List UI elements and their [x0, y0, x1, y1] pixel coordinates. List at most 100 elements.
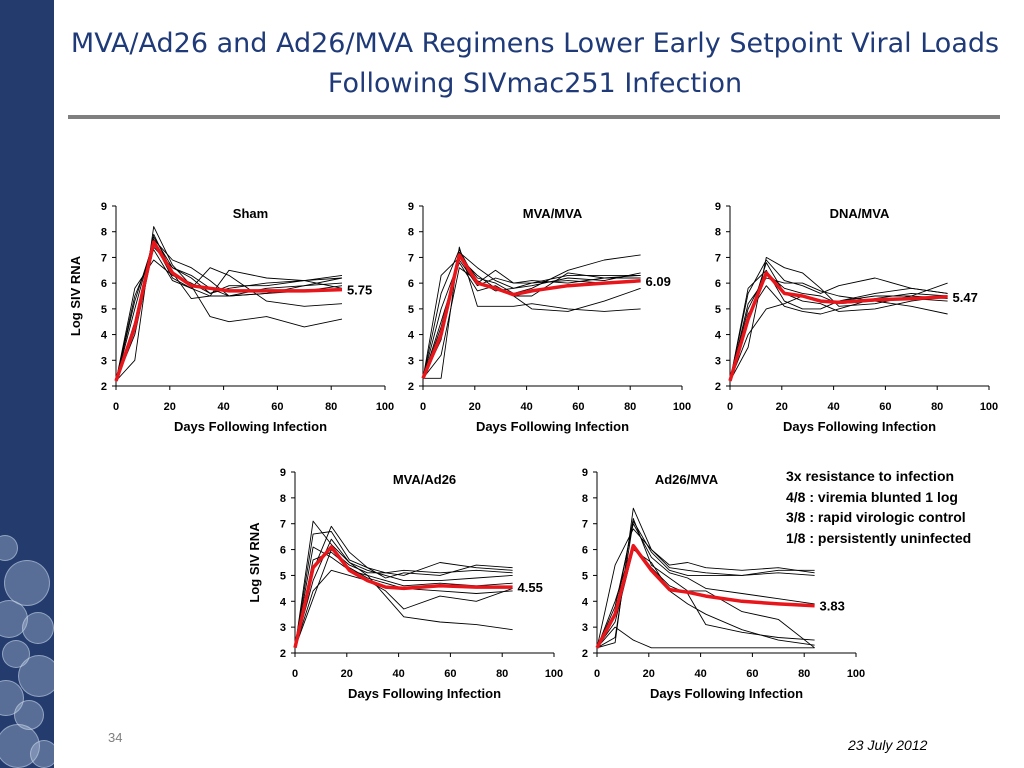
y-tick-label: 5 [408, 304, 414, 316]
y-tick-label: 4 [280, 596, 287, 608]
x-tick-label: 100 [376, 401, 394, 413]
chart-panel-mva-ad26: 2 3 4 5 6 7 8 9 0 20 40 60 80 100 4.55 MVA/Ad26 Days Fol… [238, 462, 578, 707]
x-tick-label: 20 [643, 668, 655, 680]
animal-series-line [596, 626, 815, 649]
x-tick-label: 0 [727, 401, 733, 413]
x-tick-label: 40 [392, 668, 404, 680]
chart-title: Sham [233, 206, 268, 221]
animal-series-line [115, 259, 343, 381]
note-line: 4/8 : viremia blunted 1 log [786, 488, 958, 505]
x-axis-label: Days Following Infection [476, 419, 629, 434]
animal-series-line [115, 226, 343, 382]
x-tick-label: 80 [624, 401, 636, 413]
y-tick-label: 5 [101, 304, 107, 316]
results-notes: 3x resistance to infection 4/8 : viremia… [786, 466, 971, 548]
slide-title: MVA/Ad26 and Ad26/MVA Regimens Lower Ear… [70, 28, 1000, 99]
x-tick-label: 20 [776, 401, 788, 413]
y-tick-label: 8 [280, 493, 286, 505]
x-tick-label: 0 [113, 401, 119, 413]
mean-series-line [595, 543, 815, 649]
animal-series-line [422, 259, 641, 379]
x-tick-label: 60 [879, 401, 891, 413]
x-tick-label: 100 [673, 401, 691, 413]
y-tick-label: 5 [715, 304, 721, 316]
y-tick-label: 4 [101, 330, 108, 342]
x-tick-label: 80 [931, 401, 943, 413]
y-axis-label: Log SIV RNA [247, 522, 262, 603]
x-axis-label: Days Following Infection [174, 419, 327, 434]
x-tick-label: 60 [271, 401, 283, 413]
x-tick-label: 60 [572, 401, 584, 413]
endpoint-value-label: 4.55 [518, 580, 543, 595]
endpoint-value-label: 3.83 [820, 599, 845, 614]
x-tick-label: 80 [325, 401, 337, 413]
chart-svg: 2 3 4 5 6 7 8 9 0 20 40 60 80 100 6.09 MVA/MVA Days Foll… [408, 201, 691, 434]
animal-series-line [596, 507, 815, 649]
chart-title: MVA/MVA [523, 206, 583, 221]
y-tick-label: 4 [408, 330, 415, 342]
x-tick-label: 40 [694, 668, 706, 680]
bubble-decoration [18, 655, 54, 697]
x-tick-label: 0 [594, 668, 600, 680]
bubble-decoration [22, 612, 54, 644]
bubble-decoration [4, 560, 50, 606]
y-tick-label: 2 [408, 381, 414, 393]
x-tick-label: 40 [827, 401, 839, 413]
chart-svg: 2 3 4 5 6 7 8 9 0 20 40 60 80 100 3.83 Ad26/MVA Days Fol… [582, 467, 865, 701]
x-tick-label: 80 [496, 668, 508, 680]
chart-title: DNA/MVA [830, 206, 890, 221]
x-axis-label: Days Following Infection [650, 686, 803, 701]
y-tick-label: 6 [280, 545, 286, 557]
mean-series-line [114, 240, 343, 382]
y-tick-label: 7 [101, 252, 107, 264]
endpoint-value-label: 5.75 [347, 283, 372, 298]
note-line: 3x resistance to infection [786, 468, 955, 484]
animal-series-line [729, 269, 948, 381]
mean-series-line [293, 545, 513, 649]
x-tick-label: 0 [292, 668, 298, 680]
chart-panel-ad26-mva: 2 3 4 5 6 7 8 9 0 20 40 60 80 100 3.83 Ad26/MVA Days Fol… [540, 462, 880, 707]
y-tick-label: 2 [582, 648, 588, 660]
x-tick-label: 20 [341, 668, 353, 680]
x-tick-label: 40 [520, 401, 532, 413]
animal-series-line [729, 259, 948, 381]
y-tick-label: 8 [408, 227, 414, 239]
y-tick-label: 9 [715, 201, 721, 213]
x-tick-label: 80 [798, 668, 810, 680]
endpoint-value-label: 6.09 [646, 274, 671, 289]
y-tick-label: 3 [408, 355, 414, 367]
y-tick-label: 5 [582, 570, 588, 582]
y-tick-label: 7 [280, 519, 286, 531]
animal-series-line [596, 523, 815, 648]
x-tick-label: 40 [217, 401, 229, 413]
y-tick-label: 9 [101, 201, 107, 213]
x-axis-label: Days Following Infection [348, 686, 501, 701]
y-tick-label: 6 [101, 278, 107, 290]
slide-date: 23 July 2012 [848, 737, 928, 753]
animal-series-line [596, 518, 815, 649]
y-tick-label: 3 [280, 622, 286, 634]
y-tick-label: 6 [408, 278, 414, 290]
mean-series-line [421, 253, 641, 379]
y-tick-label: 2 [715, 381, 721, 393]
animal-series-line [596, 528, 815, 648]
mean-series-line [728, 271, 948, 382]
y-tick-label: 2 [101, 381, 107, 393]
x-tick-label: 20 [164, 401, 176, 413]
chart-title: Ad26/MVA [655, 472, 719, 487]
chart-panel-sham: 2 3 4 5 6 7 8 9 0 20 40 60 80 100 5.75 Sham Days Followi… [60, 196, 400, 441]
y-tick-label: 3 [101, 355, 107, 367]
chart-panel-mva-mva: 2 3 4 5 6 7 8 9 0 20 40 60 80 100 6.09 MVA/MVA Days Foll… [367, 196, 707, 441]
note-line: 1/8 : persistently uninfected [786, 529, 972, 546]
x-tick-label: 100 [545, 668, 563, 680]
animal-series-line [294, 520, 513, 648]
animal-series-line [115, 249, 343, 381]
y-tick-label: 6 [582, 545, 588, 557]
x-tick-label: 60 [746, 668, 758, 680]
y-tick-label: 8 [715, 227, 721, 239]
animal-series-line [115, 241, 343, 382]
y-tick-label: 9 [408, 201, 414, 213]
chart-svg: 2 3 4 5 6 7 8 9 0 20 40 60 80 100 5.75 Sham Days Followi… [68, 201, 394, 434]
x-axis-label: Days Following Infection [783, 419, 936, 434]
y-tick-label: 9 [280, 467, 286, 479]
